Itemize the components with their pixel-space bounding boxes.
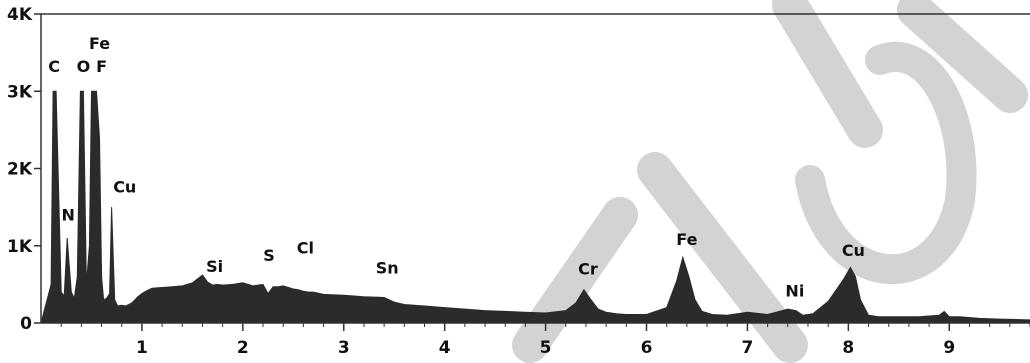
watermark-stroke <box>772 0 883 148</box>
watermark-stroke <box>897 0 1028 113</box>
x-tick-label: 2 <box>237 338 249 358</box>
plot-area <box>40 90 1030 324</box>
x-tick-label: 7 <box>742 338 754 358</box>
y-tick-label: 1K <box>7 237 33 257</box>
axes: 0 1K 2K 3K 4K 1 2 3 4 5 6 7 8 9 <box>7 5 1030 358</box>
peak-label-sn: Sn <box>376 259 399 278</box>
peak-label-cr: Cr <box>578 259 598 278</box>
y-tick-label: 4K <box>7 5 33 25</box>
peak-label-s: S <box>263 246 275 265</box>
peak-label-c: C <box>48 57 60 76</box>
y-tick-label: 3K <box>7 82 33 102</box>
peak-label-si: Si <box>206 257 223 276</box>
x-tick-label: 1 <box>136 338 148 358</box>
peak-label-fe: Fe <box>676 230 697 249</box>
peak-label-cl: Cl <box>297 238 314 257</box>
peak-label-f: F <box>96 57 107 76</box>
x-tick-label: 3 <box>338 338 350 358</box>
peak-label-ni: Ni <box>785 282 804 301</box>
peak-labels: C O Fe F N Cu Si S Cl Sn Cr Fe Ni Cu <box>48 34 865 301</box>
peak-label-cu: Cu <box>113 177 136 196</box>
x-tick-label: 9 <box>943 338 955 358</box>
y-tick-label: 2K <box>7 160 33 180</box>
x-tick-label: 8 <box>842 338 854 358</box>
peak-label-o: O <box>77 57 91 76</box>
peak-label-n: N <box>62 205 75 224</box>
x-tick-label: 6 <box>641 338 653 358</box>
y-tick-label: 0 <box>20 314 32 334</box>
watermark <box>512 0 1028 363</box>
x-tick-label: 5 <box>540 338 552 358</box>
peak-label-cu: Cu <box>842 241 865 260</box>
peak-label-fe: Fe <box>89 34 110 53</box>
spectrum-area-0 <box>40 90 1030 324</box>
x-tick-label: 4 <box>439 338 451 358</box>
watermark-stroke <box>795 42 977 285</box>
